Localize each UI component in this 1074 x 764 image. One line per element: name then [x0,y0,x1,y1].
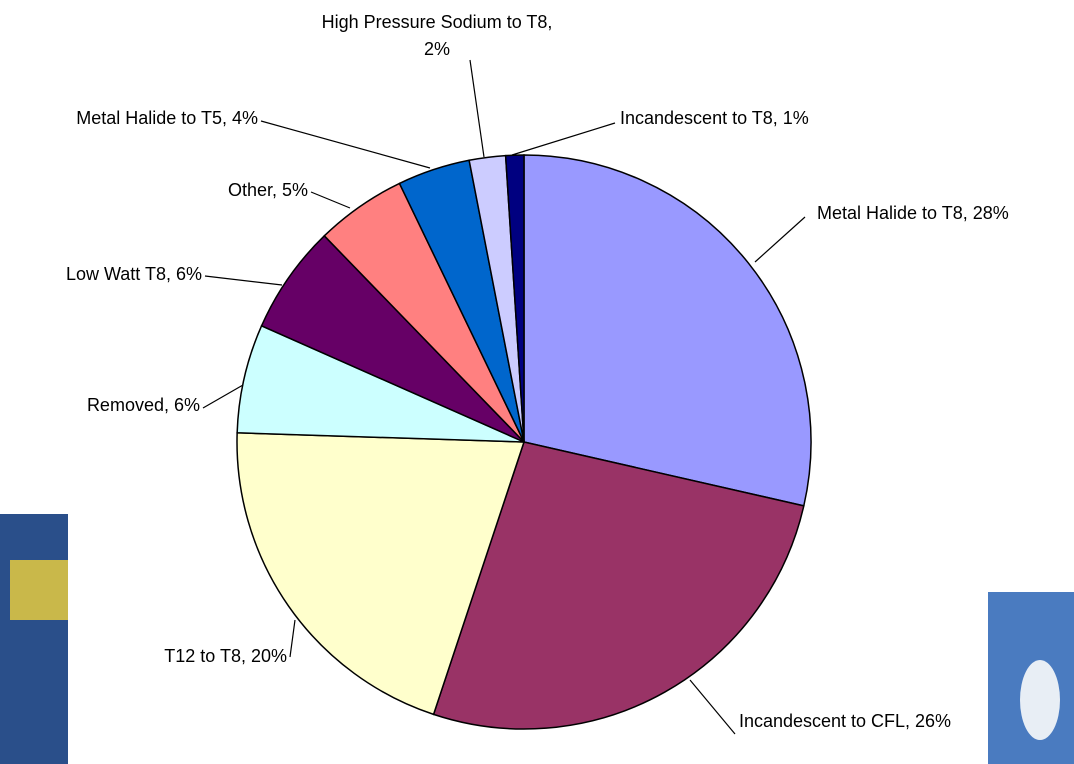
leader-line [469,59,485,158]
data-label: Metal Halide to T5, 4% [76,108,258,128]
leader-line [511,122,616,156]
data-label: Other, 5% [227,180,308,200]
leader-line [689,679,736,735]
photo-left-detail [10,560,68,620]
data-label: T12 to T8, 20% [164,646,287,666]
data-label: Incandescent to T8, 1% [620,108,809,128]
pie-slice [504,154,525,443]
data-label: Metal Halide to T8, 28% [817,203,1009,223]
data-label: Low Watt T8, 6% [65,264,202,284]
leader-line [202,384,244,409]
leader-line [289,619,296,658]
data-label: High Pressure Sodium to T8, 2% [321,12,553,59]
photo-left [0,514,68,764]
leader-line [754,216,806,263]
leader-line [260,120,431,169]
data-label: Incandescent to CFL, 26% [738,711,952,731]
data-label: Removed, 6% [86,395,200,415]
leader-line [310,191,351,209]
photo-right-bulb [1020,660,1060,740]
leader-line [204,275,283,286]
pie-slice [432,441,805,730]
pie-slice [236,432,526,716]
pie-slice [523,154,812,507]
